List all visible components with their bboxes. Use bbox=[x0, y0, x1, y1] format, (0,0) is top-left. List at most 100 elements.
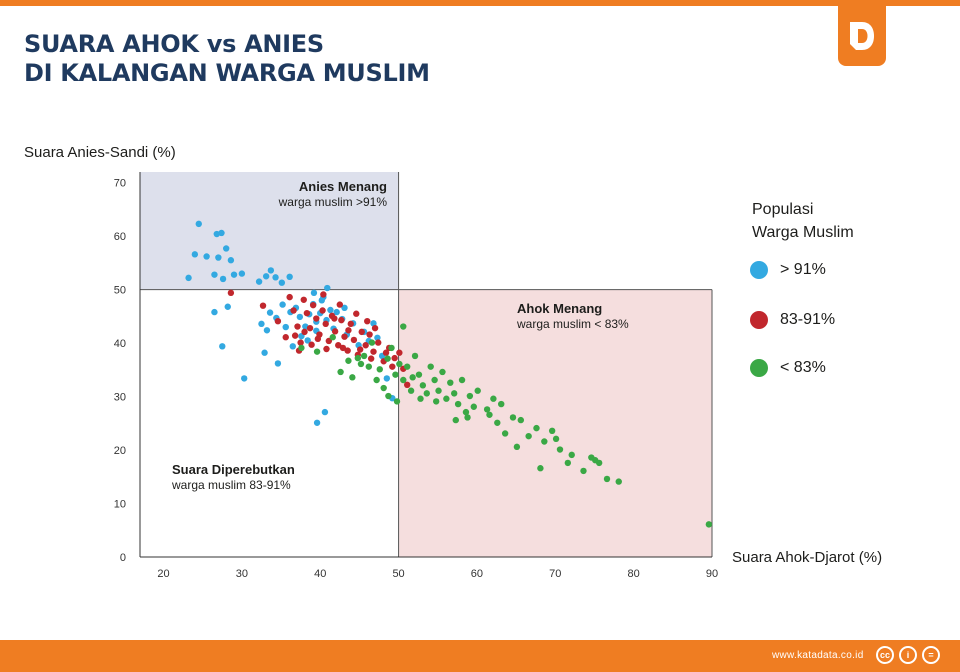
scatter-point-blue bbox=[310, 289, 318, 297]
scatter-point-green bbox=[313, 348, 321, 355]
page-title-line-2: DI KALANGAN WARGA MUSLIM bbox=[24, 59, 430, 87]
scatter-point-green bbox=[509, 414, 517, 421]
scatter-point-green bbox=[517, 416, 525, 424]
scatter-point-green bbox=[365, 363, 372, 370]
scatter-point-red bbox=[347, 320, 354, 328]
scatter-point-green bbox=[501, 430, 509, 437]
scatter-point-green bbox=[400, 376, 407, 384]
scatter-point-green bbox=[411, 352, 419, 360]
y-tick-label: 30 bbox=[114, 392, 126, 404]
x-tick-label: 40 bbox=[314, 568, 326, 580]
scatter-point-red bbox=[320, 291, 327, 298]
scatter-point-green bbox=[415, 371, 423, 378]
scatter-point-blue bbox=[203, 253, 210, 260]
scatter-point-green bbox=[345, 357, 352, 364]
scatter-point-green bbox=[407, 387, 415, 394]
scatter-point-red bbox=[367, 355, 375, 362]
footer-site-link[interactable]: www.katadata.co.id bbox=[772, 650, 864, 661]
scatter-point-green bbox=[435, 387, 442, 394]
scatter-point-green bbox=[564, 459, 572, 467]
y-tick-label: 50 bbox=[114, 285, 126, 297]
scatter-point-red bbox=[391, 354, 398, 362]
x-tick-label: 50 bbox=[392, 568, 404, 580]
scatter-point-blue bbox=[286, 273, 293, 281]
scatter-point-blue bbox=[296, 313, 304, 321]
scatter-point-blue bbox=[219, 275, 227, 283]
scatter-point-green bbox=[396, 360, 403, 368]
contested-region-subtitle: warga muslim 83-91% bbox=[171, 478, 291, 492]
scatter-point-blue bbox=[215, 254, 222, 261]
scatter-point-red bbox=[282, 334, 289, 341]
scatter-point-blue bbox=[333, 308, 340, 316]
scatter-point-red bbox=[294, 323, 301, 330]
scatter-point-green bbox=[533, 424, 540, 432]
scatter-point-blue bbox=[289, 343, 296, 350]
scatter-point-red bbox=[382, 349, 390, 356]
nd-icon[interactable]: = bbox=[922, 646, 940, 664]
scatter-point-green bbox=[417, 395, 424, 402]
scatter-point-green bbox=[490, 395, 497, 402]
cc-icon[interactable]: cc bbox=[876, 646, 894, 664]
scatter-point-red bbox=[306, 324, 314, 332]
x-axis-label: Suara Ahok-Djarot (%) bbox=[732, 549, 883, 566]
scatter-point-red bbox=[319, 307, 326, 314]
scatter-point-green bbox=[525, 432, 532, 440]
scatter-point-red bbox=[364, 317, 371, 325]
scatter-point-red bbox=[341, 333, 348, 340]
scatter-point-red bbox=[358, 328, 365, 336]
footer-bar: www.katadata.co.id cc i = bbox=[0, 640, 960, 672]
scatter-point-green bbox=[400, 323, 407, 330]
scatter-point-blue bbox=[230, 271, 238, 278]
scatter-point-red bbox=[274, 317, 282, 325]
scatter-point-red bbox=[322, 320, 329, 328]
legend-label: 83-91% bbox=[780, 311, 836, 328]
scatter-point-blue bbox=[218, 229, 225, 237]
legend-title: Populasi Warga Muslim bbox=[752, 198, 854, 244]
scatter-point-green bbox=[548, 427, 556, 435]
scatter-point-green bbox=[419, 382, 427, 389]
scatter-point-green bbox=[541, 438, 548, 445]
scatter-point-green bbox=[452, 416, 459, 424]
legend-dot-red bbox=[750, 311, 768, 329]
scatter-point-green bbox=[568, 451, 575, 459]
scatter-point-green bbox=[432, 398, 440, 405]
scatter-point-green bbox=[431, 376, 438, 384]
scatter-point-blue bbox=[261, 349, 268, 356]
scatter-point-blue bbox=[324, 284, 331, 292]
anies-region-title: Anies Menang bbox=[299, 179, 387, 194]
legend-dot-green bbox=[750, 359, 768, 377]
page-title: SUARA AHOK vs ANIES DI KALANGAN WARGA MU… bbox=[24, 30, 430, 88]
scatter-point-green bbox=[373, 376, 380, 384]
legend-label: > 91% bbox=[780, 261, 826, 278]
scatter-point-green bbox=[458, 376, 466, 384]
scatter-point-green bbox=[498, 400, 505, 408]
ahok-region-title: Ahok Menang bbox=[517, 301, 602, 316]
scatter-point-red bbox=[286, 293, 293, 301]
scatter-point-red bbox=[370, 348, 377, 355]
katadata-logo[interactable] bbox=[838, 6, 886, 66]
scatter-point-green bbox=[451, 390, 458, 397]
scatter-point-red bbox=[323, 345, 330, 353]
scatter-point-blue bbox=[321, 408, 329, 416]
x-tick-label: 30 bbox=[236, 568, 248, 580]
scatter-point-green bbox=[337, 368, 344, 376]
scatter-point-green bbox=[470, 403, 477, 410]
scatter-point-red bbox=[314, 335, 322, 343]
scatter-point-green bbox=[392, 371, 399, 378]
scatter-point-green bbox=[705, 521, 713, 528]
scatter-point-red bbox=[335, 342, 342, 349]
scatter-point-red bbox=[362, 342, 369, 349]
scatter-point-blue bbox=[238, 270, 246, 277]
scatter-point-blue bbox=[327, 306, 334, 314]
scatter-point-green bbox=[466, 392, 474, 400]
scatter-point-blue bbox=[222, 245, 230, 252]
scatter-point-blue bbox=[266, 309, 274, 316]
scatter-point-red bbox=[291, 332, 299, 339]
scatter-point-blue bbox=[241, 375, 248, 382]
scatter-point-red bbox=[290, 307, 297, 314]
scatter-point-green bbox=[464, 414, 471, 421]
by-icon[interactable]: i bbox=[899, 646, 917, 664]
scatter-point-green bbox=[427, 363, 434, 370]
scatter-point-red bbox=[336, 301, 344, 308]
y-tick-label: 70 bbox=[114, 178, 126, 190]
